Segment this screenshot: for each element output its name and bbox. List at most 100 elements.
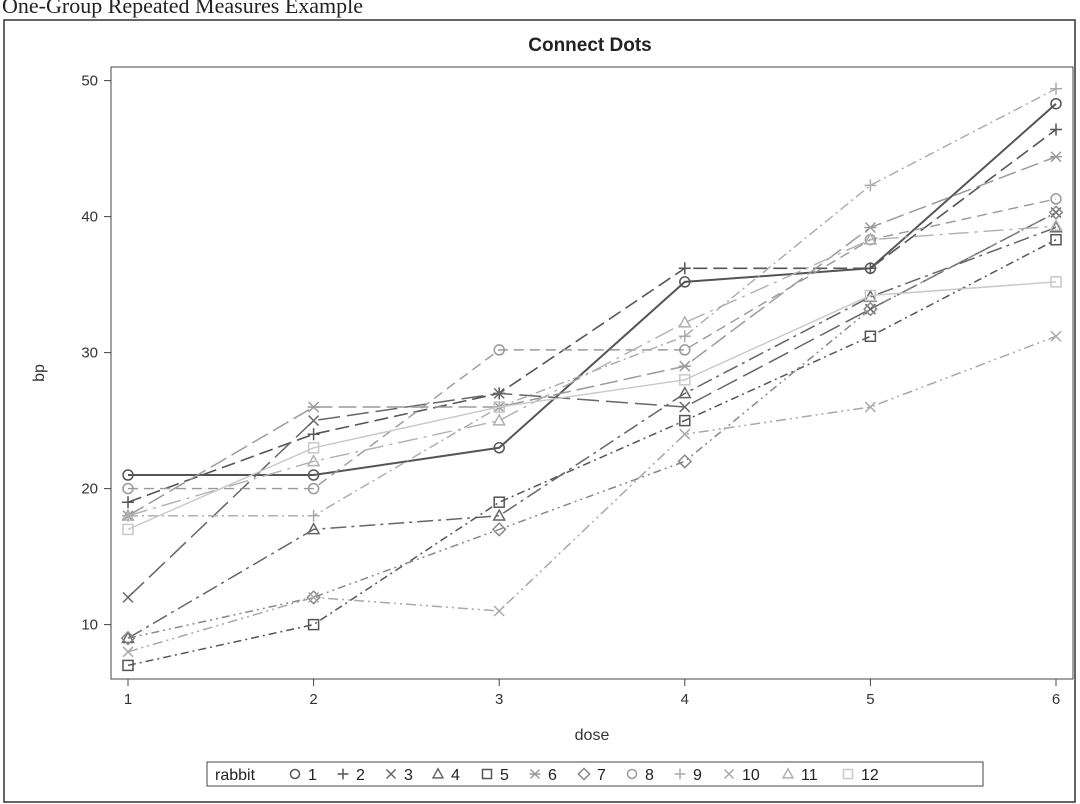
series-line	[127, 281, 1057, 531]
data-point	[121, 508, 135, 521]
data-point	[308, 591, 320, 603]
data-point	[122, 659, 134, 672]
plot-area	[110, 66, 1074, 680]
x-tick-label: 4	[681, 691, 689, 708]
data-point	[864, 401, 876, 413]
data-point	[493, 344, 505, 356]
data-point	[307, 618, 320, 631]
data-point	[1050, 233, 1062, 246]
x-axis: 1 2 3 4 5 6	[124, 679, 1060, 708]
legend-label: 2	[356, 767, 365, 784]
data-point	[307, 401, 320, 413]
data-point	[307, 442, 320, 454]
legend-marker	[723, 768, 735, 780]
legend-label: 1	[308, 767, 317, 784]
series-rabbit-9	[122, 82, 1062, 522]
data-point	[679, 276, 691, 288]
series-rabbit-6	[122, 151, 1062, 522]
x-tick-label: 6	[1052, 691, 1060, 708]
legend-marker	[289, 768, 301, 780]
y-tick-label: 30	[81, 345, 98, 362]
series-line	[127, 335, 1057, 653]
legend-marker	[674, 768, 686, 780]
series-rabbit-10	[122, 330, 1062, 658]
page-caption: One-Group Repeated Measures Example	[2, 0, 364, 18]
data-point	[679, 428, 691, 440]
legend-marker	[781, 767, 795, 779]
data-point	[493, 605, 505, 617]
legend-marker	[431, 767, 445, 779]
data-point	[1049, 218, 1063, 232]
data-point	[679, 414, 691, 427]
series-rabbit-1	[122, 97, 1062, 481]
legend-marker	[577, 767, 591, 781]
series-line	[127, 239, 1057, 667]
series-line	[128, 102, 1057, 476]
data-point	[1050, 82, 1062, 95]
data-point	[122, 469, 134, 481]
legend-box	[206, 761, 984, 787]
series-line	[127, 211, 1057, 598]
data-point	[863, 301, 878, 317]
data-point	[679, 401, 691, 413]
series-line	[127, 226, 1057, 639]
data-point	[677, 454, 693, 469]
data-point	[120, 630, 136, 646]
data-point	[1050, 97, 1062, 110]
data-point	[122, 482, 134, 495]
x-tick-label: 3	[495, 691, 503, 708]
series-rabbit-8	[122, 193, 1062, 495]
legend-label: 4	[451, 767, 460, 784]
data-point	[306, 522, 321, 535]
data-point	[492, 508, 506, 521]
series-rabbit-4	[121, 220, 1063, 644]
data-point	[1050, 330, 1062, 342]
legend-label: 3	[404, 767, 413, 784]
y-tick-label: 40	[81, 209, 98, 226]
data-point	[1050, 151, 1062, 163]
data-point	[679, 374, 691, 386]
data-point	[1050, 276, 1062, 288]
data-point	[122, 646, 134, 658]
legend-label: 9	[693, 767, 702, 784]
data-point	[491, 522, 507, 537]
data-point	[306, 590, 321, 605]
data-point	[122, 496, 134, 509]
data-point	[678, 315, 692, 328]
data-point	[678, 330, 691, 343]
data-point	[678, 262, 691, 275]
data-point	[307, 482, 320, 495]
series-rabbit-11	[121, 218, 1063, 521]
series-rabbit-12	[122, 276, 1062, 536]
y-tick-label: 50	[81, 73, 98, 90]
data-point	[1050, 123, 1062, 136]
series-line	[128, 198, 1057, 490]
legend-label: 5	[500, 767, 509, 784]
data-point	[306, 454, 321, 467]
legend: rabbit 1 2 3 4 5 6 7 8 9 10 11 12	[206, 761, 984, 787]
data-point	[678, 360, 691, 372]
y-axis: 10 20 30 40 50	[81, 73, 111, 634]
data-point	[122, 591, 134, 603]
legend-marker	[337, 768, 349, 780]
data-point	[863, 232, 878, 245]
legend-label: 7	[597, 767, 606, 784]
y-tick-label: 10	[81, 617, 98, 634]
data-point	[493, 387, 505, 399]
series-rabbit-7	[120, 205, 1064, 646]
x-tick-label: 2	[309, 691, 317, 708]
legend-label: 8	[645, 767, 654, 784]
series-rabbit-3	[122, 206, 1062, 603]
data-point	[493, 401, 505, 413]
x-axis-label: dose	[575, 727, 610, 744]
data-point	[864, 179, 877, 192]
outer-frame	[3, 19, 1076, 803]
data-point	[1048, 205, 1064, 220]
legend-marker	[481, 768, 493, 780]
data-point	[864, 221, 877, 234]
data-point	[308, 415, 320, 427]
data-point	[492, 413, 506, 426]
data-point	[679, 344, 691, 356]
series-line	[127, 128, 1057, 503]
